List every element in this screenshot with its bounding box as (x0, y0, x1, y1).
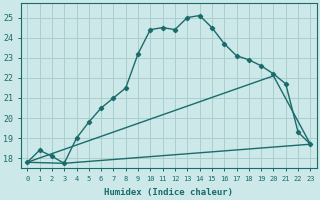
X-axis label: Humidex (Indice chaleur): Humidex (Indice chaleur) (104, 188, 233, 197)
